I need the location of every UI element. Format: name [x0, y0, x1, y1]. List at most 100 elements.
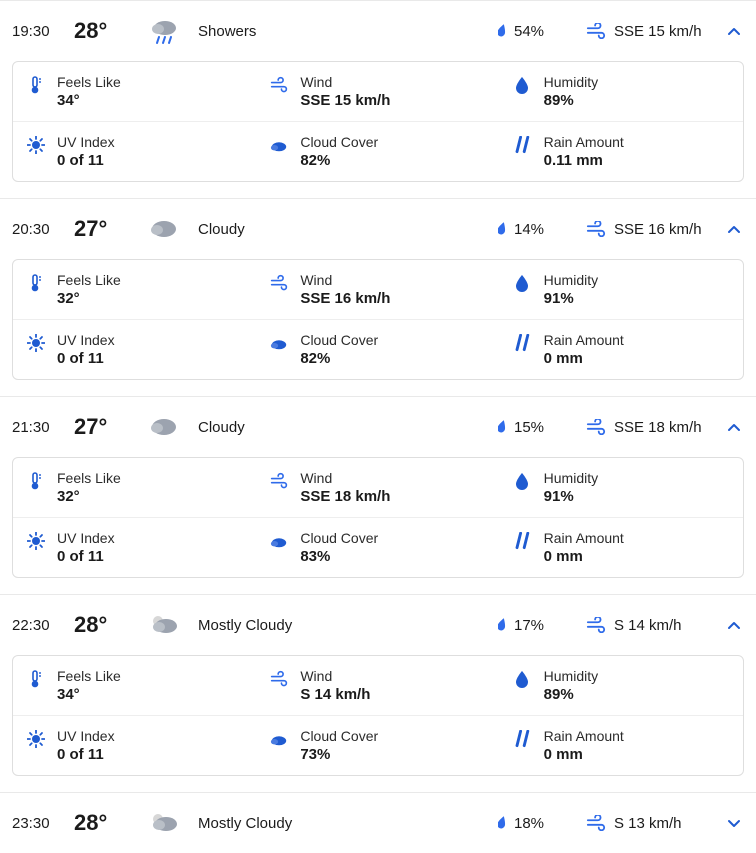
detail-cloud-cover: Cloud Cover73% — [256, 715, 499, 775]
detail-rain-amount: Rain Amount 0.11 mm — [500, 121, 743, 181]
detail-label: UV Index — [57, 728, 115, 744]
wind-icon — [270, 74, 288, 94]
detail-label: Wind — [300, 272, 390, 288]
detail-label: Rain Amount — [544, 134, 624, 150]
rain-amount-icon — [514, 332, 532, 352]
detail-label: Feels Like — [57, 272, 121, 288]
precip-summary: 15% — [498, 419, 572, 436]
hour-summary-row[interactable]: 23:3028°Mostly Cloudy18%S 13 km/h — [8, 793, 748, 853]
detail-label: Cloud Cover — [300, 728, 378, 744]
hour-details-card: Feels Like 32° Wind SSE 16 km/h Humidity91% U… — [12, 259, 744, 380]
chevron-up-icon — [726, 618, 742, 633]
expand-toggle[interactable] — [720, 618, 748, 633]
raindrop-icon — [498, 816, 508, 830]
wind-summary: SSE 18 km/h — [586, 419, 706, 436]
humidity-icon — [514, 470, 532, 490]
detail-label: Cloud Cover — [300, 530, 378, 546]
hour-temperature: 28° — [74, 612, 130, 638]
hour-temperature: 27° — [74, 216, 130, 242]
detail-cloud-cover: Cloud Cover82% — [256, 121, 499, 181]
hour-summary-row[interactable]: 20:3027°Cloudy14%SSE 16 km/h — [8, 199, 748, 259]
wind-icon — [586, 23, 606, 39]
precip-value: 17% — [514, 617, 544, 634]
feels-like-icon — [27, 272, 45, 292]
wind-icon — [270, 470, 288, 490]
precip-summary: 18% — [498, 815, 572, 832]
condition-text: Cloudy — [198, 419, 484, 436]
expand-toggle[interactable] — [720, 24, 748, 39]
hour-summary-row[interactable]: 22:30 28° Mostly Cloudy 17% S 14 km/h — [8, 595, 748, 655]
precip-value: 14% — [514, 221, 544, 238]
detail-wind: WindSSE 18 km/h — [256, 458, 499, 517]
detail-label: Rain Amount — [544, 728, 624, 744]
humidity-icon — [514, 272, 532, 292]
hour-block: 19:3028°Showers54%SSE 15 km/hFeels Like3… — [0, 0, 756, 182]
wind-icon — [586, 419, 606, 435]
precip-value: 18% — [514, 815, 544, 832]
precip-summary: 54% — [498, 23, 572, 40]
condition-icon — [144, 215, 184, 243]
hour-time: 22:30 — [8, 617, 60, 634]
detail-value: 0 mm — [544, 350, 624, 367]
detail-cloud-cover: Cloud Cover82% — [256, 319, 499, 379]
detail-label: Cloud Cover — [300, 134, 378, 150]
raindrop-icon — [498, 618, 508, 632]
wind-icon — [586, 815, 606, 831]
hour-block: 23:3028°Mostly Cloudy18%S 13 km/h — [0, 792, 756, 853]
detail-value: S 14 km/h — [300, 686, 370, 703]
detail-label: Humidity — [544, 470, 598, 486]
condition-icon — [144, 611, 184, 639]
condition-icon — [144, 413, 184, 441]
raindrop-icon — [498, 222, 508, 236]
rain-amount-icon — [514, 728, 532, 748]
detail-value: 0 of 11 — [57, 548, 115, 565]
detail-value: 32° — [57, 290, 121, 307]
wind-summary-value: SSE 18 km/h — [614, 419, 702, 436]
expand-toggle[interactable] — [720, 420, 748, 435]
feels-like-icon — [27, 470, 45, 490]
chevron-up-icon — [726, 222, 742, 237]
detail-label: Feels Like — [57, 74, 121, 90]
detail-value: SSE 16 km/h — [300, 290, 390, 307]
expand-toggle[interactable] — [720, 222, 748, 237]
detail-value: 0 mm — [544, 746, 624, 763]
hour-time: 20:30 — [8, 221, 60, 238]
expand-toggle[interactable] — [720, 816, 748, 831]
hour-temperature: 28° — [74, 18, 130, 44]
hour-block: 21:3027°Cloudy15%SSE 18 km/hFeels Like32… — [0, 396, 756, 578]
hour-details-card: Feels Like32°WindSSE 18 km/hHumidity91% U… — [12, 457, 744, 578]
detail-value: 82% — [300, 350, 378, 367]
detail-uv-index: UV Index0 of 11 — [13, 715, 256, 775]
detail-feels-like: Feels Like 32° — [13, 260, 256, 319]
detail-feels-like: Feels Like32° — [13, 458, 256, 517]
precip-summary: 14% — [498, 221, 572, 238]
detail-label: Rain Amount — [544, 530, 624, 546]
detail-humidity: Humidity91% — [500, 458, 743, 517]
chevron-up-icon — [726, 420, 742, 435]
hour-time: 21:30 — [8, 419, 60, 436]
detail-wind: WindSSE 15 km/h — [256, 62, 499, 121]
condition-text: Mostly Cloudy — [198, 617, 484, 634]
hour-summary-row[interactable]: 19:3028°Showers54%SSE 15 km/h — [8, 1, 748, 61]
uv-icon — [27, 332, 45, 352]
hour-summary-row[interactable]: 21:3027°Cloudy15%SSE 18 km/h — [8, 397, 748, 457]
detail-label: Wind — [300, 668, 370, 684]
chevron-up-icon — [726, 24, 742, 39]
detail-value: 0.11 mm — [544, 152, 624, 169]
wind-summary: S 14 km/h — [586, 617, 706, 634]
detail-uv-index: UV Index0 of 11 — [13, 517, 256, 577]
detail-humidity: Humidity91% — [500, 260, 743, 319]
detail-value: 34° — [57, 686, 121, 703]
wind-summary-value: S 13 km/h — [614, 815, 682, 832]
wind-icon — [270, 668, 288, 688]
detail-rain-amount: Rain Amount 0 mm — [500, 319, 743, 379]
hour-block: 22:3028°Mostly Cloudy17%S 14 km/hFeels L… — [0, 594, 756, 776]
detail-uv-index: UV Index0 of 11 — [13, 319, 256, 379]
detail-label: Rain Amount — [544, 332, 624, 348]
hour-time: 23:30 — [8, 815, 60, 832]
condition-text: Cloudy — [198, 221, 484, 238]
detail-rain-amount: Rain Amount0 mm — [500, 517, 743, 577]
cloud-cover-icon — [270, 530, 288, 550]
rain-amount-icon — [514, 134, 532, 154]
raindrop-icon — [498, 24, 508, 38]
